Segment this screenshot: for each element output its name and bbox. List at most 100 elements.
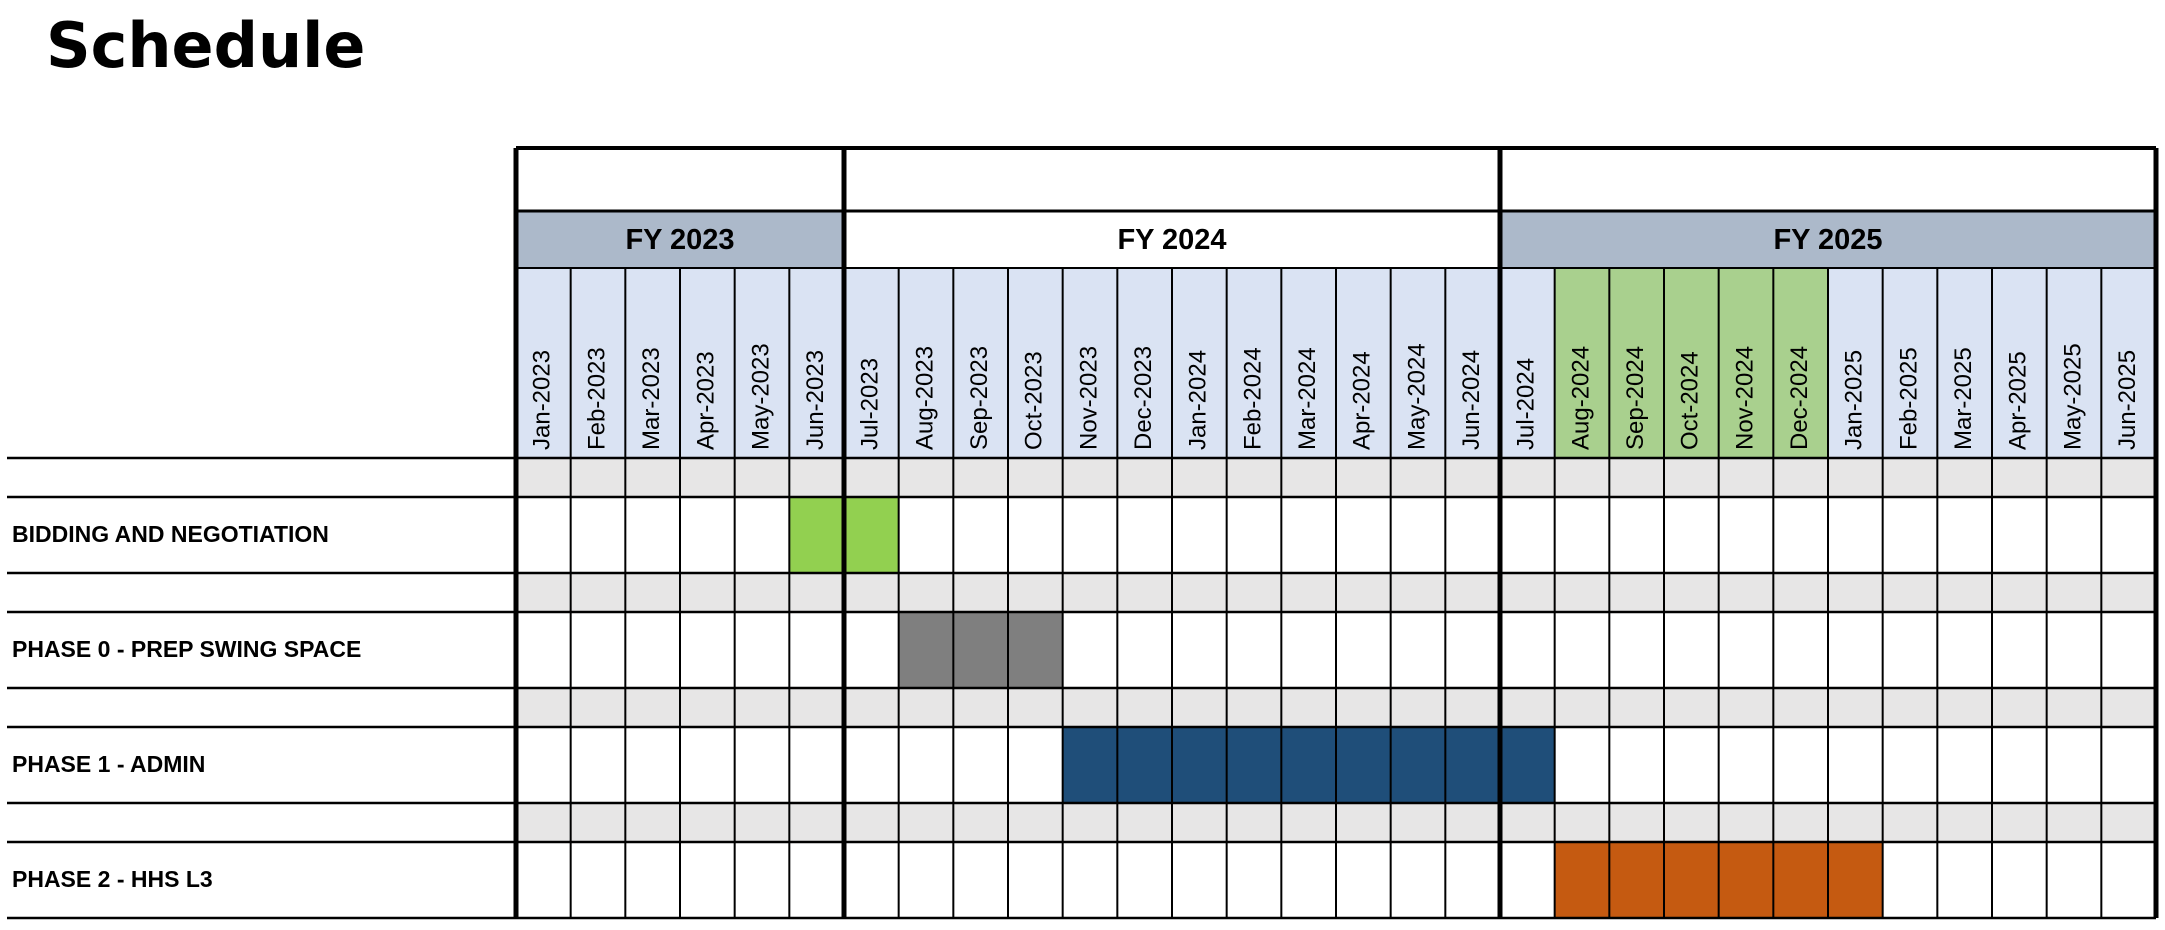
task-cell (1172, 842, 1227, 918)
task-cell (1226, 842, 1282, 918)
month-label: May-2025 (2059, 343, 2086, 450)
task-cell (1390, 612, 1446, 688)
task-cell (1281, 497, 1336, 573)
task-cell (789, 842, 844, 918)
month-label: Feb-2025 (1895, 347, 1922, 450)
task-cell (1828, 497, 1883, 573)
month-label: Dec-2024 (1786, 346, 1813, 450)
month-label: May-2023 (747, 343, 774, 450)
task-cell (1336, 497, 1391, 573)
month-label: Apr-2025 (2005, 351, 2032, 450)
task-cell (1773, 727, 1828, 803)
task-cell (680, 497, 735, 573)
task-cell (1281, 612, 1336, 688)
month-header-cell (898, 268, 954, 458)
fy-header-cell (1500, 211, 2156, 268)
task-bar-cell (1062, 727, 1118, 803)
task-cell (1008, 842, 1063, 918)
task-cell (516, 727, 571, 803)
task-cell (789, 727, 844, 803)
task-cell (1992, 727, 2047, 803)
fy-label: FY 2023 (625, 224, 734, 256)
month-label: Jan-2025 (1841, 350, 1868, 450)
fy-header-cell (844, 211, 1500, 268)
task-cell (680, 842, 735, 918)
task-cell (516, 842, 571, 918)
task-cell (680, 612, 735, 688)
task-bar-cell (1281, 727, 1336, 803)
task-cell (1062, 842, 1118, 918)
task-label: PHASE 1 - ADMIN (12, 751, 205, 777)
month-header-cell (2101, 268, 2156, 458)
task-cell (1773, 497, 1828, 573)
month-label: Jul-2024 (1513, 358, 1540, 450)
task-bar-cell (1773, 842, 1828, 918)
task-cell (1062, 497, 1118, 573)
month-header-cell (1226, 268, 1282, 458)
task-label: BIDDING AND NEGOTIATION (12, 521, 329, 547)
task-cell (898, 497, 954, 573)
task-cell (570, 727, 626, 803)
task-cell (1390, 842, 1446, 918)
task-cell (1445, 612, 1500, 688)
task-cell (1882, 497, 1938, 573)
task-cell (1554, 612, 1610, 688)
task-cell (1937, 727, 1992, 803)
month-header-cell (625, 268, 680, 458)
month-label: Apr-2024 (1349, 351, 1376, 450)
task-bar-cell (1336, 727, 1391, 803)
task-cell (789, 612, 844, 688)
month-label: Jul-2023 (857, 358, 884, 450)
task-cell (1062, 612, 1118, 688)
task-cell (625, 842, 680, 918)
task-cell (625, 727, 680, 803)
task-bar-cell (1718, 842, 1774, 918)
month-header-cell (1445, 268, 1500, 458)
task-bar-cell (1554, 842, 1610, 918)
month-header-cell (1117, 268, 1172, 458)
task-cell (1554, 727, 1610, 803)
month-header-cell (734, 268, 790, 458)
task-cell (1226, 497, 1282, 573)
month-header-cell (1062, 268, 1118, 458)
task-cell (734, 727, 790, 803)
task-label: PHASE 2 - HHS L3 (12, 866, 213, 892)
month-label: Sep-2024 (1622, 346, 1649, 450)
fy-label: FY 2025 (1773, 224, 1882, 256)
task-cell (1664, 727, 1719, 803)
task-bar-cell (1226, 727, 1282, 803)
month-label: Oct-2024 (1677, 351, 1704, 450)
task-cell (1882, 612, 1938, 688)
fy-label: FY 2024 (1117, 224, 1226, 256)
task-cell (844, 612, 899, 688)
task-cell (2101, 612, 2156, 688)
task-cell (1609, 727, 1664, 803)
task-bar-cell (953, 612, 1008, 688)
task-bar-cell (1172, 727, 1227, 803)
task-cell (2101, 842, 2156, 918)
month-label: Jan-2024 (1185, 350, 1212, 450)
task-cell (844, 842, 899, 918)
month-header-cell (1609, 268, 1664, 458)
month-label: Dec-2023 (1130, 346, 1157, 450)
month-header-cell (2046, 268, 2102, 458)
month-header-cell (953, 268, 1008, 458)
task-cell (953, 727, 1008, 803)
task-cell (734, 497, 790, 573)
task-cell (1828, 727, 1883, 803)
month-header-cell (516, 268, 571, 458)
task-cell (1718, 612, 1774, 688)
month-label: Mar-2025 (1950, 347, 1977, 450)
task-cell (570, 612, 626, 688)
task-cell (844, 727, 899, 803)
task-cell (1008, 497, 1063, 573)
month-label: Aug-2023 (911, 346, 938, 450)
task-cell (625, 497, 680, 573)
month-header-cell (789, 268, 844, 458)
task-cell (1554, 497, 1610, 573)
month-label: Nov-2023 (1075, 346, 1102, 450)
task-cell (570, 842, 626, 918)
month-header-cell (1500, 268, 1555, 458)
task-cell (898, 727, 954, 803)
task-bar-cell (1117, 727, 1172, 803)
